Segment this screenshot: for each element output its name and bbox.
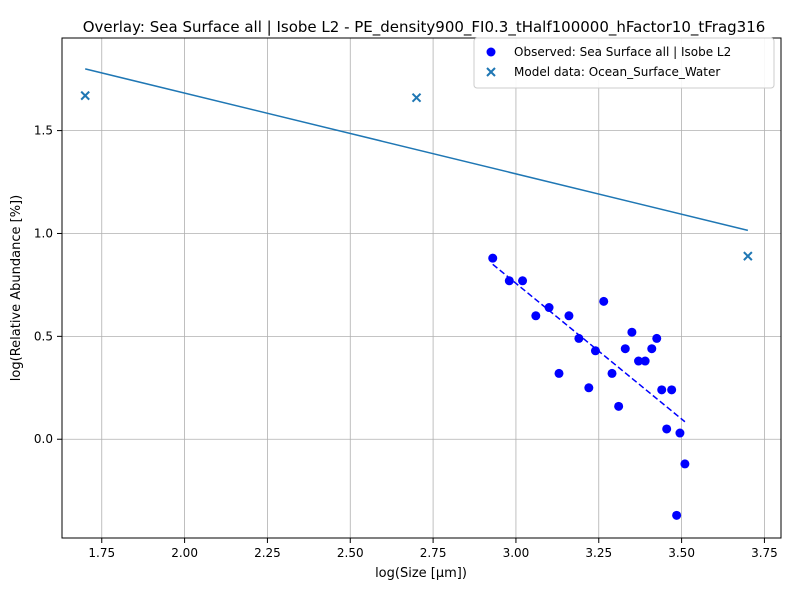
observed-point <box>647 344 657 354</box>
model-fit-line <box>85 68 749 232</box>
observed-point <box>544 303 554 313</box>
x-tick-label: 2.50 <box>337 546 364 560</box>
y-tick-label: 0.5 <box>34 329 53 343</box>
observed-point <box>680 459 690 469</box>
x-tick-label: 1.75 <box>88 546 115 560</box>
observed-point <box>599 296 609 306</box>
y-tick-label: 0.0 <box>34 432 53 446</box>
x-tick-label: 3.25 <box>585 546 612 560</box>
legend-label-model: Model data: Ocean_Surface_Water <box>514 65 720 79</box>
x-tick-label: 3.50 <box>668 546 695 560</box>
legend-marker-observed <box>486 47 496 57</box>
plot-series <box>80 68 753 520</box>
x-tick-label: 3.75 <box>751 546 778 560</box>
observed-point <box>574 333 584 343</box>
observed-point <box>554 368 564 378</box>
observed-point <box>531 311 541 321</box>
legend: Observed: Sea Surface all | Isobe L2 Mod… <box>473 37 775 89</box>
observed-point <box>590 346 600 356</box>
observed-point <box>620 344 630 354</box>
x-axis-label: log(Size [µm]) <box>375 566 467 581</box>
x-tick-label: 2.00 <box>171 546 198 560</box>
observed-point <box>652 333 662 343</box>
observed-fit-line <box>492 263 686 423</box>
grid <box>62 38 781 538</box>
model-point <box>411 92 422 103</box>
observed-point <box>672 510 682 520</box>
chart-title: Overlay: Sea Surface all | Isobe L2 - PE… <box>83 18 766 37</box>
legend-marker-model <box>486 67 496 77</box>
y-axis-label: log(Relative Abundance [%]) <box>9 195 24 381</box>
observed-point <box>584 383 594 393</box>
legend-label-observed: Observed: Sea Surface all | Isobe L2 <box>514 45 731 59</box>
observed-point <box>640 356 650 366</box>
x-tick-label: 2.25 <box>254 546 281 560</box>
observed-point <box>504 276 514 286</box>
y-tick-label: 1.5 <box>34 124 53 138</box>
observed-point <box>675 428 685 438</box>
legend-box <box>473 37 775 89</box>
x-tick-label: 2.75 <box>420 546 447 560</box>
observed-point <box>564 311 574 321</box>
observed-point <box>657 385 667 395</box>
model-point <box>80 90 90 101</box>
observed-point <box>518 276 528 286</box>
observed-point <box>488 253 498 263</box>
x-tick-label: 3.00 <box>503 546 530 560</box>
observed-point <box>634 356 644 366</box>
y-tick-label: 1.0 <box>34 226 53 240</box>
plot-frame <box>61 37 782 539</box>
observed-point <box>607 368 617 378</box>
observed-point <box>614 401 624 411</box>
observed-point <box>627 327 637 337</box>
model-point <box>743 251 753 261</box>
axis-ticks: 1.75 2.00 2.25 2.50 2.75 3.00 3.25 3.50 3.75 0.0 0… <box>34 124 778 560</box>
observed-point <box>667 385 677 395</box>
observed-point <box>662 424 672 434</box>
